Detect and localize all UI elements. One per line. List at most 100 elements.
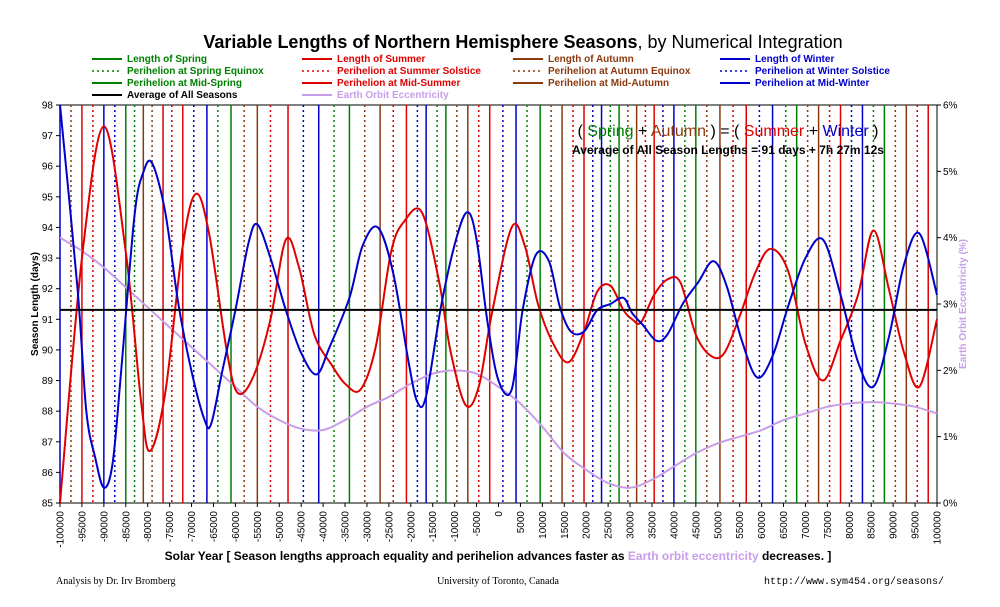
y2-axis-label: Earth Orbit Eccentricity (%) [958, 239, 969, 369]
x-tick-label: 75000 [823, 511, 834, 539]
x-axis-label-suffix: decreases. ] [759, 549, 832, 563]
x-tick-label: 60000 [757, 511, 768, 539]
anno-plus1: + [634, 123, 651, 140]
perihelion-markers [59, 105, 929, 503]
x-tick-label: -60000 [231, 511, 242, 543]
x-tick-label: -20000 [406, 511, 417, 543]
y2-tick-label: 3% [943, 300, 958, 311]
y-tick-label: 86 [42, 468, 54, 479]
x-tick-label: -10000 [450, 511, 461, 543]
anno-summer: Summer [744, 123, 805, 140]
y2-tick-label: 6% [943, 101, 958, 112]
y-tick-label: 97 [42, 131, 54, 142]
y-tick-label: 94 [42, 223, 54, 234]
x-tick-label: -15000 [428, 511, 439, 543]
footer-url: http://www.sym454.org/seasons/ [764, 576, 944, 588]
legend-label: Perihelion at Mid-Spring [127, 78, 242, 89]
x-tick-label: 20000 [582, 511, 593, 539]
series-line-winter [59, 104, 938, 489]
x-tick-label: -100000 [56, 511, 67, 548]
series-line-summer [59, 125, 938, 504]
anno-open: ( [577, 123, 587, 140]
x-tick-label: 95000 [911, 511, 922, 539]
plot-frame [59, 104, 938, 504]
y-tick-label: 93 [42, 254, 54, 265]
y-tick-label: 89 [42, 376, 54, 387]
x-tick-label: 55000 [735, 511, 746, 539]
legend-label: Length of Winter [755, 54, 834, 65]
y2-axis-ticks: 0% 1% 2% 3% 4% 5% 6% [937, 101, 958, 510]
y-tick-label: 98 [42, 101, 54, 112]
x-tick-label: 10000 [538, 511, 549, 539]
x-tick-label: -95000 [77, 511, 88, 543]
y-tick-label: 85 [42, 499, 54, 510]
x-tick-label: 35000 [647, 511, 658, 539]
x-tick-label: 15000 [560, 511, 571, 539]
legend-label: Perihelion at Spring Equinox [127, 66, 264, 77]
x-axis-label-highlight: Earth orbit eccentricity [628, 549, 759, 563]
anno-mid: ) = ( [706, 123, 744, 140]
legend-label: Earth Orbit Eccentricity [337, 90, 449, 101]
legend-label: Perihelion at Mid-Summer [337, 78, 460, 89]
x-tick-label: 80000 [845, 511, 856, 539]
chart-title-suffix: , by Numerical Integration [638, 32, 843, 52]
series-lines [59, 104, 938, 504]
x-tick-label: 90000 [889, 511, 900, 539]
legend-label: Perihelion at Autumn Equinox [548, 66, 691, 77]
legend-label: Perihelion at Summer Solstice [337, 66, 481, 77]
annotation-equation: ( Spring + Autumn ) = ( Summer + Winter … [577, 123, 878, 140]
legend-label: Length of Spring [127, 54, 207, 65]
series-line-eccentricity [59, 236, 938, 489]
x-tick-label: 0 [494, 511, 505, 517]
x-tick-label: -45000 [297, 511, 308, 543]
x-tick-label: 85000 [867, 511, 878, 539]
y2-tick-label: 1% [943, 432, 958, 443]
x-tick-label: 50000 [713, 511, 724, 539]
y2-tick-label: 0% [943, 499, 958, 510]
x-axis-ticks: -100000 -95000 -90000 -85000 -80000 -75000 -70… [56, 503, 944, 548]
x-tick-label: -85000 [121, 511, 132, 543]
y-tick-label: 88 [42, 407, 54, 418]
legend-label: Length of Summer [337, 54, 425, 65]
x-tick-label: 30000 [626, 511, 637, 539]
x-tick-label: -75000 [165, 511, 176, 543]
x-tick-label: -40000 [319, 511, 330, 543]
legend-label: Perihelion at Mid-Winter [755, 78, 869, 89]
x-axis-label: Solar Year [ Season lengths approach equ… [165, 549, 832, 563]
legend-label: Perihelion at Winter Solstice [755, 66, 890, 77]
x-tick-label: 40000 [669, 511, 680, 539]
legend-label: Perihelion at Mid-Autumn [548, 78, 669, 89]
anno-plus2: + [804, 123, 822, 140]
x-tick-label: -55000 [253, 511, 264, 543]
annotation-average: Average of All Season Lengths = 91 days … [572, 143, 884, 157]
x-tick-label: -50000 [275, 511, 286, 543]
x-tick-label: 45000 [691, 511, 702, 539]
x-tick-label: 65000 [779, 511, 790, 539]
x-tick-label: -70000 [187, 511, 198, 543]
chart-title: Variable Lengths of Northern Hemisphere … [203, 32, 842, 52]
footer-institution: University of Toronto, Canada [437, 576, 559, 587]
x-tick-label: -30000 [362, 511, 373, 543]
y2-tick-label: 5% [943, 167, 958, 178]
footer-author: Analysis by Dr. Irv Bromberg [56, 576, 176, 587]
y-tick-label: 90 [42, 345, 54, 356]
x-tick-label: -25000 [384, 511, 395, 543]
y2-tick-label: 2% [943, 366, 958, 377]
anno-spring: Spring [587, 123, 633, 140]
x-tick-label: -35000 [341, 511, 352, 543]
x-tick-label: 25000 [604, 511, 615, 539]
y-tick-label: 92 [42, 284, 54, 295]
y-tick-label: 87 [42, 437, 54, 448]
x-axis-label-prefix: Solar Year [ Season lengths approach equ… [165, 549, 628, 563]
x-tick-label: 70000 [801, 511, 812, 539]
anno-close: ) [869, 123, 879, 140]
anno-winter: Winter [822, 123, 869, 140]
x-tick-label: -5000 [472, 511, 483, 537]
legend-label: Length of Autumn [548, 54, 634, 65]
legend-label: Average of All Seasons [127, 90, 238, 101]
y-axis-ticks: 85 86 87 88 89 90 91 92 93 94 95 96 97 98 [42, 101, 60, 510]
x-tick-label: -80000 [143, 511, 154, 543]
chart-title-main: Variable Lengths of Northern Hemisphere … [203, 32, 637, 52]
